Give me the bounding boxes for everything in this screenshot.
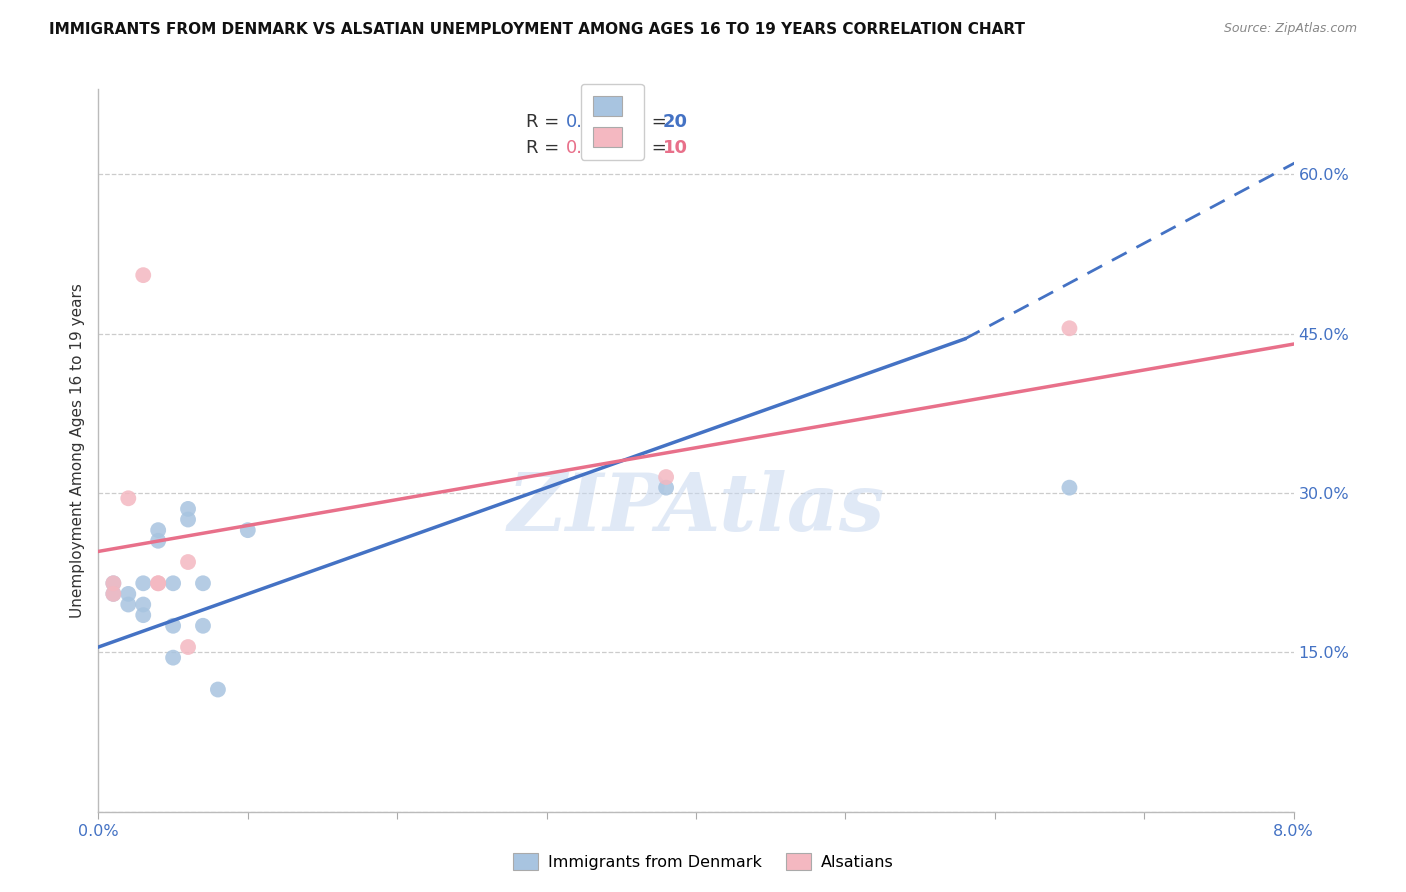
- Point: [117, 598, 139, 612]
- Y-axis label: Unemployment Among Ages 16 to 19 years: Unemployment Among Ages 16 to 19 years: [69, 283, 84, 618]
- Point: [148, 523, 170, 537]
- Point: [177, 555, 200, 569]
- Text: R =: R =: [526, 112, 565, 131]
- Text: ZIPAtlas: ZIPAtlas: [508, 469, 884, 547]
- Point: [103, 576, 125, 591]
- Point: [177, 512, 200, 526]
- Text: 10: 10: [662, 139, 688, 158]
- Point: [191, 619, 214, 633]
- Point: [1059, 481, 1081, 495]
- Text: N =: N =: [620, 139, 672, 158]
- Point: [117, 491, 139, 506]
- Text: IMMIGRANTS FROM DENMARK VS ALSATIAN UNEMPLOYMENT AMONG AGES 16 TO 19 YEARS CORRE: IMMIGRANTS FROM DENMARK VS ALSATIAN UNEM…: [49, 22, 1025, 37]
- Text: 0.395: 0.395: [565, 139, 617, 158]
- Point: [132, 598, 155, 612]
- Point: [1059, 321, 1081, 335]
- Point: [148, 533, 170, 548]
- Point: [162, 619, 184, 633]
- Point: [117, 587, 139, 601]
- Text: 0.463: 0.463: [565, 112, 617, 131]
- Point: [236, 523, 259, 537]
- Point: [191, 576, 214, 591]
- Point: [177, 640, 200, 654]
- Point: [177, 502, 200, 516]
- Point: [148, 576, 170, 591]
- Point: [132, 608, 155, 623]
- Legend: , : ,: [581, 84, 644, 160]
- Text: 20: 20: [662, 112, 688, 131]
- Text: N =: N =: [620, 112, 672, 131]
- Point: [103, 587, 125, 601]
- Legend: Immigrants from Denmark, Alsatians: Immigrants from Denmark, Alsatians: [506, 847, 900, 877]
- Point: [162, 650, 184, 665]
- Point: [148, 576, 170, 591]
- Point: [103, 576, 125, 591]
- Point: [132, 268, 155, 282]
- Point: [162, 576, 184, 591]
- Point: [103, 587, 125, 601]
- Point: [132, 576, 155, 591]
- Point: [207, 682, 229, 697]
- Point: [655, 470, 678, 484]
- Text: Source: ZipAtlas.com: Source: ZipAtlas.com: [1223, 22, 1357, 36]
- Point: [655, 481, 678, 495]
- Text: R =: R =: [526, 139, 565, 158]
